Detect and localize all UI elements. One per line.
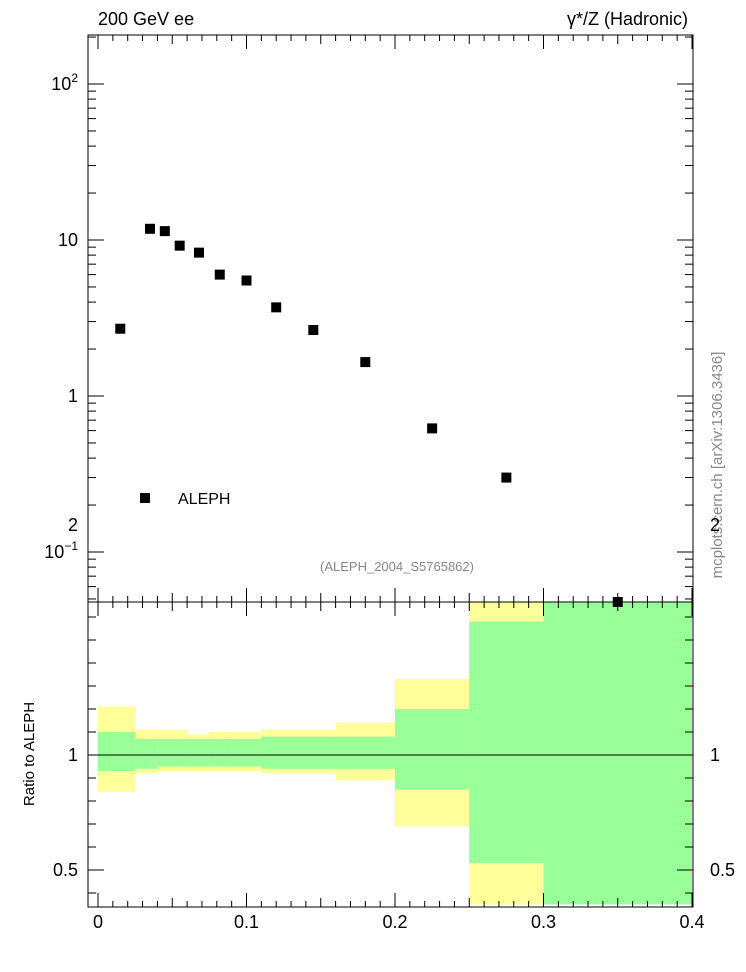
data-point [427, 423, 438, 434]
ratio-band-inner [395, 709, 470, 790]
ratio-y-tick-label-right: 2 [710, 515, 720, 535]
x-ticks: 0 0.1 0.2 0.3 0.4 [93, 35, 705, 932]
ratio-y-axis-label: Ratio to ALEPH [21, 702, 38, 806]
ratio-band-inner [187, 738, 210, 767]
header-energy-label: 200 GeV ee [98, 9, 194, 29]
ratio-y-tick-label-right: 0.5 [710, 860, 735, 880]
ratio-y-tick-label: 2 [68, 515, 78, 535]
main-y-tick-label: 102 [51, 71, 78, 94]
data-point [360, 357, 371, 368]
analysis-tag: (ALEPH_2004_S5765862) [320, 559, 474, 574]
x-tick-label: 0.2 [382, 912, 407, 932]
data-point [612, 597, 623, 607]
data-markers [115, 223, 623, 607]
ratio-band-inner [335, 736, 395, 769]
data-point [174, 240, 185, 251]
main-y-tick-label: 10 [58, 230, 78, 250]
header-process-label: γ*/Z (Hadronic) [567, 9, 688, 29]
data-point [144, 223, 155, 234]
legend-label: ALEPH [178, 491, 230, 508]
ratio-y-ticks: 0.5 0.5 1 1 2 2 [53, 515, 735, 894]
ratio-y-tick-label: 1 [68, 745, 78, 765]
legend-marker [140, 493, 150, 503]
main-y-tick-label: 10−1 [44, 539, 78, 562]
x-tick-label: 0 [93, 912, 103, 932]
main-plot-frame [87, 34, 694, 603]
ratio-band-inner [135, 738, 158, 769]
main-y-ticks: 10−1 1 10 102 [44, 36, 693, 600]
ratio-band-inner [543, 602, 692, 905]
data-point [271, 302, 282, 313]
ratio-bands [98, 602, 692, 905]
ratio-y-tick-label: 0.5 [53, 860, 78, 880]
ratio-band-inner [209, 738, 232, 767]
side-url-label: mcplots.cern.ch [arXiv:1306.3436] [709, 352, 726, 579]
data-point [241, 275, 252, 286]
ratio-y-tick-label-right: 1 [710, 745, 720, 765]
x-tick-label: 0.1 [234, 912, 259, 932]
data-point [214, 269, 225, 280]
data-point [115, 323, 126, 334]
data-point [308, 324, 319, 335]
ratio-band-inner [261, 736, 336, 769]
data-point [501, 472, 512, 483]
ratio-band-inner [157, 738, 188, 767]
x-tick-label: 0.4 [679, 912, 704, 932]
ratio-band-inner [231, 738, 262, 767]
ratio-band-inner [98, 732, 136, 772]
data-point [193, 247, 204, 258]
x-tick-label: 0.3 [531, 912, 556, 932]
data-point [159, 226, 170, 237]
main-y-tick-label: 1 [68, 386, 78, 406]
ratio-band-inner [469, 621, 544, 864]
